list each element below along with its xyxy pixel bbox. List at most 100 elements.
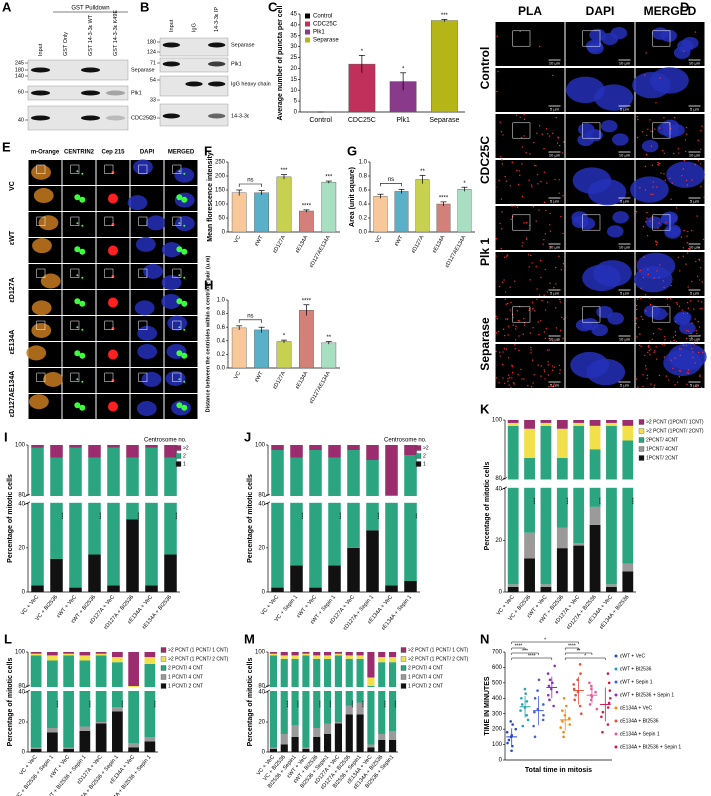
pla-dot [535, 265, 537, 268]
data-point [578, 663, 582, 666]
bar-segment [356, 714, 364, 752]
pla-dot [561, 152, 563, 154]
legend-label: >2 PCNT (1PCNT/ 2CNT) [646, 428, 704, 434]
pla-dot [553, 366, 556, 368]
centrin-dot [79, 352, 86, 359]
pla-dot [519, 174, 521, 176]
pla-dot [540, 276, 542, 279]
bar-segment [540, 420, 552, 423]
pla-dot [508, 384, 510, 386]
micrograph-content [165, 370, 186, 386]
pla-dot [521, 378, 523, 380]
pla-dot [546, 291, 549, 293]
data-point [546, 693, 550, 697]
legend-swatch [175, 453, 182, 459]
pla-dot [511, 377, 513, 379]
bar-segment [47, 660, 58, 728]
bar-segment [524, 420, 535, 429]
nucleus [32, 238, 52, 254]
y-tick-label: 15 [290, 77, 297, 83]
pla-dot [542, 243, 544, 245]
nucleus [43, 371, 63, 387]
pla-dot [543, 294, 545, 296]
row-label: εE134A [9, 330, 16, 355]
bar [299, 310, 314, 369]
pla-dot [694, 318, 696, 320]
significance: **** [318, 700, 323, 707]
pla-dot [562, 262, 565, 265]
pla-dot [499, 121, 501, 123]
bracket-label: ns [388, 177, 394, 183]
bar-segment [88, 445, 101, 458]
bar-segment [367, 744, 375, 748]
blot-band [162, 61, 180, 67]
pla-dot [678, 305, 681, 307]
blot-band [81, 67, 100, 73]
axis-break [502, 479, 636, 488]
pla-dot [505, 318, 507, 320]
legend-swatch [305, 13, 310, 19]
blot-strip [27, 85, 129, 101]
pla-dot [538, 209, 540, 211]
legend-label: 2PCNT/ 4CNT [646, 437, 678, 443]
nucleus [31, 322, 52, 338]
micrograph-tile [495, 160, 565, 204]
data-point [526, 718, 530, 722]
pla-dot [676, 301, 678, 304]
pla-dot [637, 118, 639, 121]
pla-dot [533, 374, 535, 376]
bar-segment [302, 747, 310, 749]
cep215-dot [108, 245, 118, 256]
scale-bar-label: 10 µm [549, 245, 561, 250]
pla-dot [507, 380, 509, 382]
legend-swatch [305, 21, 310, 27]
centrin-dot [183, 224, 186, 227]
legend-title: Centrosome no. [384, 438, 427, 444]
pla-dot [541, 133, 543, 135]
pla-dot [520, 368, 522, 371]
pla-dot [639, 344, 641, 347]
bar-segment [556, 548, 568, 592]
inset-box [70, 320, 80, 330]
pla-dot [511, 364, 513, 366]
inset-box [582, 122, 601, 139]
bar-segment [145, 585, 158, 592]
bar-segment [269, 749, 277, 752]
pla-dot [635, 304, 638, 307]
centrin-dot [181, 352, 188, 359]
pla-dot [675, 207, 678, 209]
pla-dot [543, 147, 545, 150]
nucleus [31, 300, 52, 316]
y-tick-label: 80 [258, 684, 265, 690]
bar-segment [404, 454, 417, 581]
nucleus [136, 401, 157, 417]
pla-dot [668, 379, 670, 381]
pla-dot [531, 301, 534, 304]
pla-dot [523, 317, 525, 320]
pla-dot [552, 74, 554, 77]
legend-swatch [400, 665, 407, 671]
significance: **** [339, 512, 344, 519]
band-label: CDC25C [131, 115, 153, 121]
scale-bar-label: 5 µm [620, 291, 630, 296]
bar [231, 327, 247, 369]
inset-box [172, 320, 182, 330]
pla-dot [657, 163, 659, 166]
pla-dot [674, 320, 677, 323]
pla-dot [644, 189, 647, 191]
bar-segment [30, 655, 42, 748]
bracket [511, 641, 579, 644]
centrin-dot [178, 170, 181, 173]
legend-label: εE134A + Sepin 1 [620, 731, 660, 737]
data-point [606, 672, 610, 675]
pla-dot [553, 286, 555, 289]
bar-segment [507, 422, 519, 426]
y-tick-label: 0 [262, 590, 266, 596]
bar-segment [356, 658, 364, 703]
inset-box [172, 372, 182, 382]
pla-dot [653, 384, 656, 386]
pla-dot [682, 312, 685, 315]
bar-segment [347, 445, 360, 450]
pla-dot [672, 336, 675, 338]
centrin-dot [76, 170, 79, 173]
